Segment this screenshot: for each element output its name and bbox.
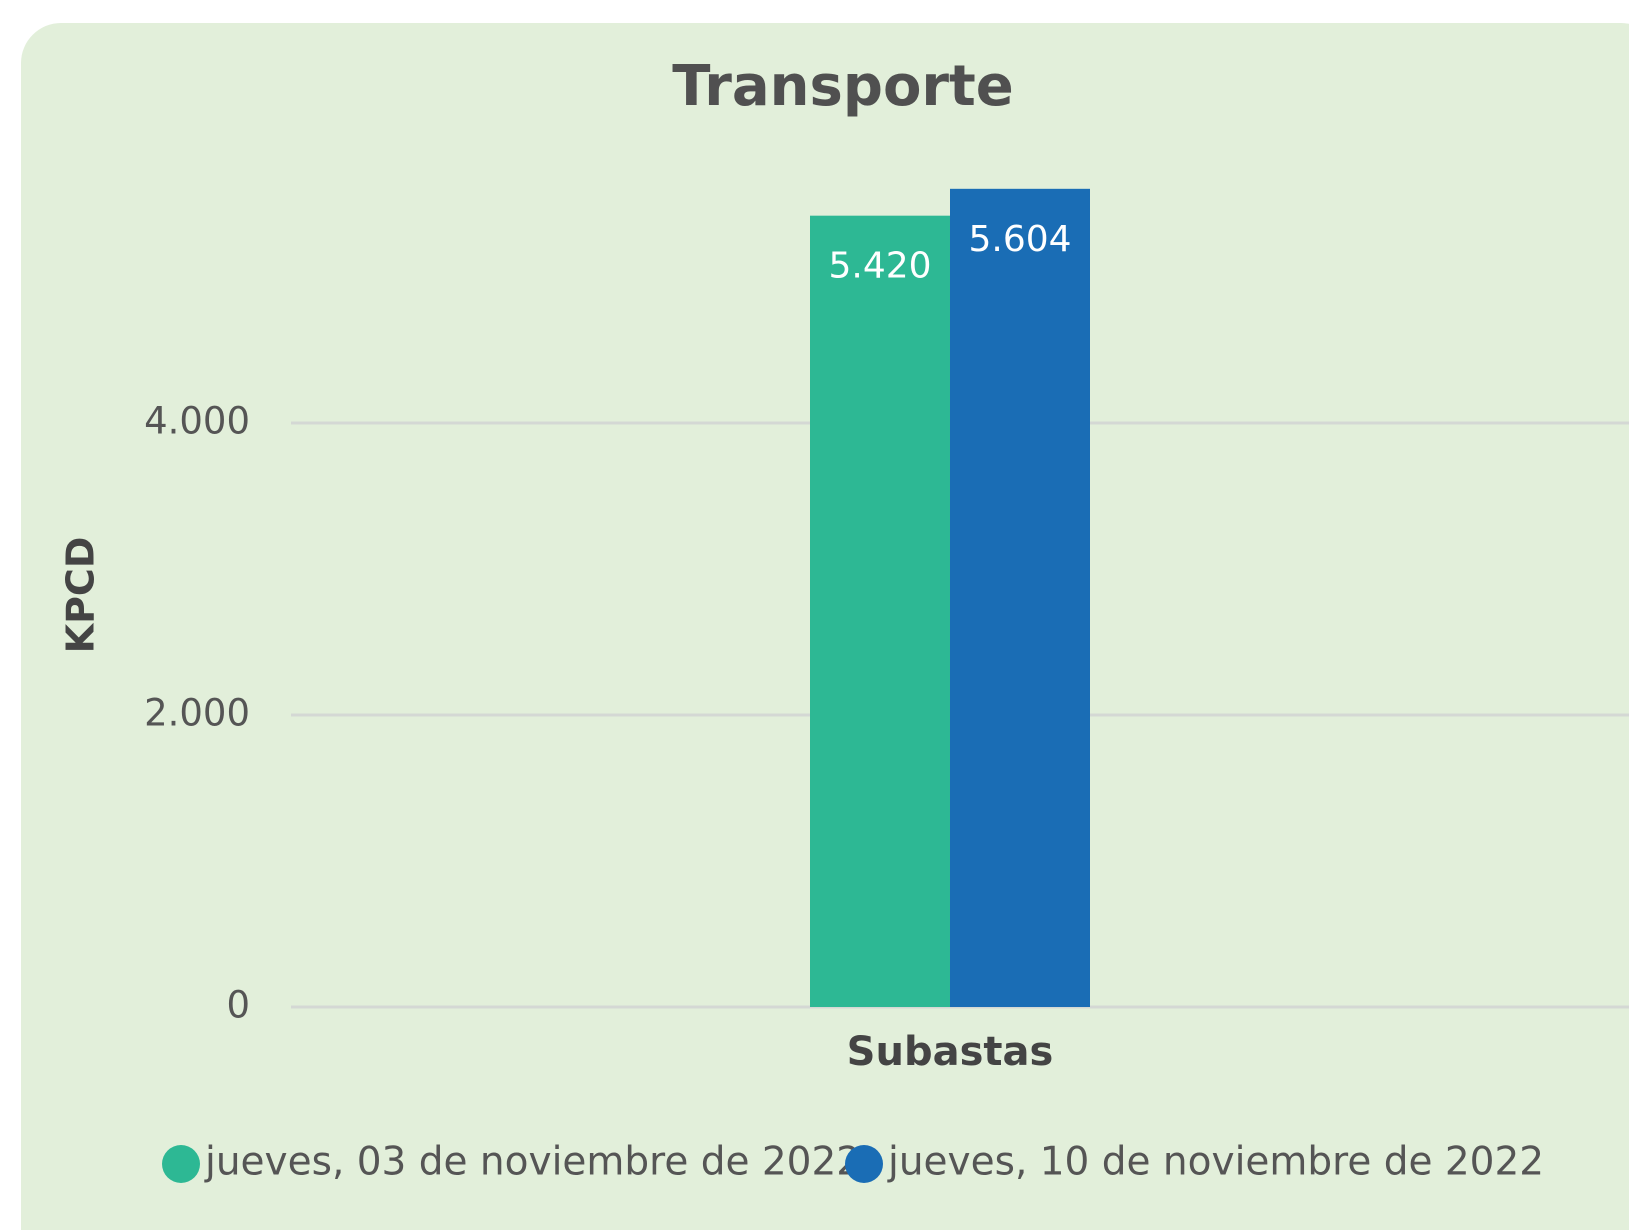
value-label: 5.420 [828,246,931,287]
legend-label: jueves, 03 de noviembre de 2022 [204,1140,861,1185]
y-axis-label: KPCD [59,537,103,654]
bar [950,188,1090,1008]
chart-title: Transporte [672,54,1014,119]
y-tick-label: 2.000 [144,692,250,735]
legend-swatch [162,1145,200,1183]
y-tick-label: 0 [226,984,250,1027]
y-tick-label: 4.000 [144,400,250,443]
legend-label: jueves, 10 de noviembre de 2022 [887,1140,1544,1185]
legend-swatch [845,1145,883,1183]
value-label: 5.604 [968,219,1071,260]
bar [810,215,950,1007]
x-tick-label: Subastas [847,1029,1054,1075]
